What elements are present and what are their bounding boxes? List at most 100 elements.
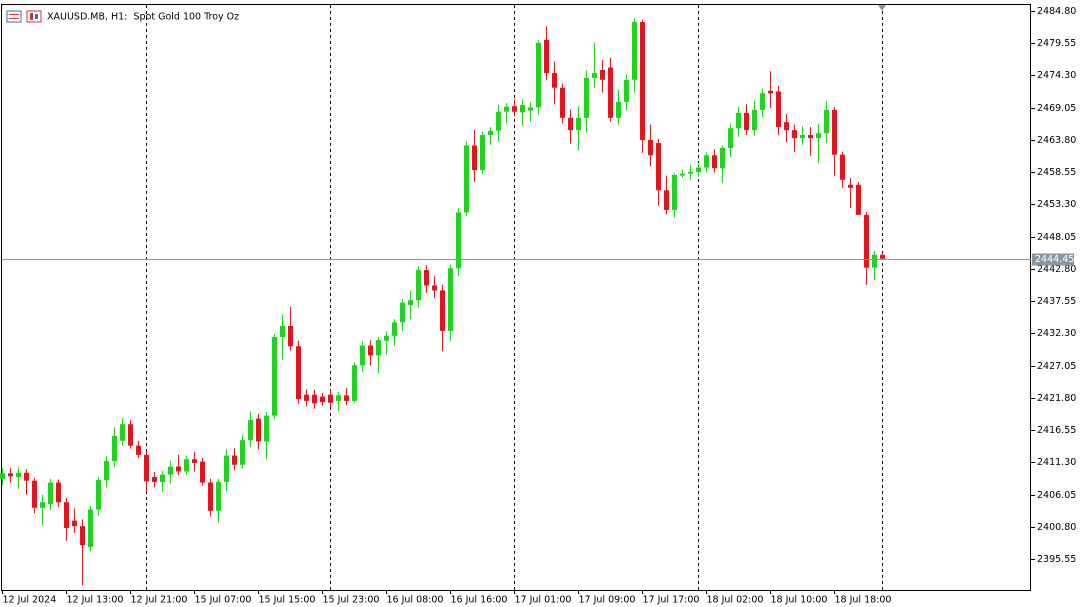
candle-body (832, 109, 837, 155)
candle-body (800, 135, 805, 139)
candle-body (760, 93, 765, 110)
candle-body (792, 130, 797, 139)
icon (35, 14, 38, 19)
candle-body (768, 90, 773, 94)
candle-body (608, 67, 613, 118)
candle-body (224, 455, 229, 482)
x-tick-label: 18 Jul 02:00 (707, 595, 764, 606)
candle-body (168, 466, 173, 475)
y-tick-label: 2395.55 (1037, 554, 1076, 565)
y-tick-label: 2474.30 (1037, 70, 1076, 81)
candle-body (144, 454, 149, 482)
x-tick-label: 17 Jul 01:00 (515, 595, 572, 606)
candle-body (784, 122, 789, 131)
candle-body (64, 502, 69, 528)
y-tick-label: 2416.55 (1037, 425, 1076, 436)
candle-body (8, 473, 13, 477)
candle-body (696, 167, 701, 172)
candle-body (688, 171, 693, 174)
candle-body (360, 345, 365, 366)
candle-body (448, 268, 453, 331)
x-tick-label: 16 Jul 16:00 (451, 595, 508, 606)
candle-body (544, 39, 549, 74)
candle-body (296, 346, 301, 400)
icon (26, 10, 42, 23)
candle-body (232, 455, 237, 465)
candle-body (56, 482, 61, 503)
y-tick-label: 2453.30 (1037, 199, 1076, 210)
candle-body (560, 87, 565, 118)
candle-body (328, 394, 333, 403)
price-label: 2444.45 (1035, 254, 1074, 265)
y-tick-label: 2442.80 (1037, 264, 1076, 275)
candle-body (344, 395, 349, 401)
candle-body (416, 270, 421, 301)
x-tick-label: 15 Jul 23:00 (323, 595, 380, 606)
candle-body (840, 154, 845, 180)
candle-body (48, 482, 53, 505)
x-tick-label: 17 Jul 09:00 (579, 595, 636, 606)
candle-body (272, 337, 277, 416)
x-tick-label: 18 Jul 18:00 (835, 595, 892, 606)
candle-body (312, 394, 317, 404)
x-tick-label: 15 Jul 07:00 (195, 595, 252, 606)
candle-body (104, 461, 109, 481)
candle-body (336, 395, 341, 401)
candle-body (656, 143, 661, 191)
candle-body (152, 477, 157, 482)
candle-body (72, 520, 77, 527)
candle-body (584, 77, 589, 118)
candle-body (432, 285, 437, 291)
y-tick-label: 2437.55 (1037, 296, 1076, 307)
candle-body (880, 254, 885, 259)
candle-body (640, 22, 645, 140)
candle-body (576, 117, 581, 131)
y-tick-label: 2448.05 (1037, 232, 1076, 243)
candle-body (872, 254, 877, 268)
candle-body (776, 91, 781, 128)
candle-body (440, 290, 445, 331)
plot-border (1, 4, 1031, 591)
candle-body (744, 112, 749, 131)
x-tick-label: 16 Jul 08:00 (387, 595, 444, 606)
chart-title: XAUUSD.MB, H1: Spot Gold 100 Troy Oz (47, 12, 239, 23)
candle-body (24, 472, 29, 481)
candle-body (592, 73, 597, 78)
candle-body (600, 69, 605, 80)
x-tick-label: 15 Jul 15:00 (259, 595, 316, 606)
candle-body (456, 212, 461, 269)
x-tick-label: 12 Jul 2024 (3, 595, 57, 606)
candle-body (32, 480, 37, 508)
candle-body (536, 42, 541, 108)
candle-body (112, 435, 117, 462)
candle-body (464, 145, 469, 213)
candle-body (304, 394, 309, 401)
candle-body (512, 106, 517, 112)
candle-body (808, 135, 813, 139)
candle-body (672, 174, 677, 210)
candle-body (664, 190, 669, 210)
candle-body (200, 461, 205, 483)
candle-body (472, 145, 477, 171)
y-tick-label: 2479.55 (1037, 38, 1076, 49)
candle-body (712, 155, 717, 169)
x-tick-label: 12 Jul 13:00 (67, 595, 124, 606)
candle-body (120, 424, 125, 441)
candle-body (480, 135, 485, 171)
y-tick-label: 2427.05 (1037, 361, 1076, 372)
candle-body (256, 418, 261, 442)
y-tick-label: 2469.05 (1037, 103, 1076, 114)
candle-body (624, 79, 629, 102)
candle-body (616, 101, 621, 118)
candle-body (400, 302, 405, 323)
candle-body (736, 112, 741, 129)
candle-body (128, 424, 133, 446)
candle-body (728, 128, 733, 148)
candle-body (752, 109, 757, 131)
icon (30, 13, 33, 20)
candle-body (320, 396, 325, 403)
candle-body (184, 459, 189, 472)
y-tick-label: 2463.80 (1037, 135, 1076, 146)
candle-body (552, 73, 557, 88)
candle-body (528, 107, 533, 111)
